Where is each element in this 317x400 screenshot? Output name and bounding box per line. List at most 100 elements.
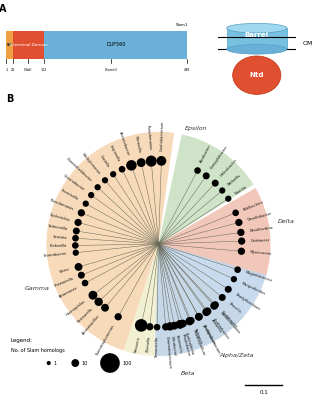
Text: Mariprofundus: Mariprofundus (241, 281, 266, 296)
Circle shape (126, 160, 137, 170)
Circle shape (238, 238, 245, 245)
Text: A: A (0, 4, 6, 14)
Circle shape (187, 317, 195, 324)
Text: SP: SP (7, 43, 13, 47)
Circle shape (157, 156, 166, 166)
Text: Nautilia: Nautilia (234, 185, 248, 196)
Text: Legend:: Legend: (10, 338, 33, 343)
Text: Bdellovibrio: Bdellovibrio (243, 200, 264, 212)
Text: Neisseria: Neisseria (133, 336, 141, 354)
Wedge shape (155, 244, 266, 356)
Text: Acinetobacter: Acinetobacter (118, 131, 130, 156)
Circle shape (146, 156, 157, 167)
Text: Beta: Beta (181, 371, 196, 376)
Circle shape (74, 219, 82, 226)
Text: 0.1: 0.1 (259, 390, 268, 394)
Text: Geobacter: Geobacter (250, 238, 270, 243)
Circle shape (231, 276, 237, 282)
Circle shape (137, 158, 146, 167)
Text: Epsilon: Epsilon (185, 126, 207, 131)
Text: Coxiella: Coxiella (99, 154, 110, 168)
Text: Actinobacillus: Actinobacillus (81, 314, 101, 335)
Text: Methylomonas: Methylomonas (81, 152, 101, 175)
Circle shape (135, 319, 147, 332)
Text: Acidiphilium: Acidiphilium (202, 324, 216, 345)
Circle shape (176, 320, 184, 329)
Text: 21: 21 (11, 68, 15, 72)
Text: Erythrobacter: Erythrobacter (211, 318, 229, 340)
Circle shape (102, 177, 108, 184)
Circle shape (232, 210, 239, 216)
Text: Azoarcus: Azoarcus (210, 318, 223, 334)
Text: Chromobacterium: Chromobacterium (165, 336, 171, 369)
Text: Slam1: Slam1 (176, 23, 188, 27)
Text: Nitrobacter: Nitrobacter (169, 336, 176, 356)
Text: Vibrio: Vibrio (59, 268, 70, 274)
Circle shape (235, 219, 243, 226)
Circle shape (212, 180, 219, 187)
Text: Barrel: Barrel (245, 32, 269, 38)
Text: Klebsiella: Klebsiella (49, 244, 67, 248)
Text: Dechloromonas: Dechloromonas (219, 311, 241, 335)
Text: Moraxella: Moraxella (133, 136, 141, 154)
Wedge shape (46, 132, 174, 351)
Text: OM: OM (302, 40, 313, 46)
Wedge shape (158, 188, 271, 279)
Text: Simonsiella: Simonsiella (154, 336, 159, 357)
Circle shape (72, 235, 79, 242)
Ellipse shape (227, 23, 287, 33)
Circle shape (202, 308, 210, 316)
Circle shape (238, 248, 245, 255)
Circle shape (82, 280, 88, 286)
Text: 102: 102 (41, 68, 47, 72)
Circle shape (194, 167, 201, 174)
Circle shape (219, 294, 226, 301)
Text: Gamma: Gamma (24, 286, 49, 291)
Circle shape (219, 187, 225, 194)
Text: Serratia: Serratia (52, 234, 67, 240)
Circle shape (225, 196, 231, 202)
Text: Campylobacter: Campylobacter (210, 145, 229, 170)
Circle shape (74, 263, 82, 271)
Circle shape (73, 228, 80, 234)
Circle shape (179, 320, 187, 328)
Circle shape (233, 56, 281, 94)
Circle shape (94, 298, 103, 306)
Text: Eikenella: Eikenella (145, 335, 151, 352)
Text: Legionella: Legionella (108, 144, 120, 162)
Text: 10: 10 (81, 360, 88, 366)
Text: N terminal Domain: N terminal Domain (9, 43, 48, 47)
Text: Burkholderia: Burkholderia (184, 332, 194, 355)
Text: (Barrel): (Barrel) (105, 68, 118, 72)
Text: Ralstonia: Ralstonia (193, 328, 203, 345)
Text: Brucella: Brucella (228, 302, 242, 314)
Circle shape (204, 307, 211, 315)
Bar (6, 31, 13, 59)
Wedge shape (158, 134, 254, 244)
Circle shape (100, 353, 120, 373)
Circle shape (83, 200, 89, 207)
Circle shape (47, 361, 51, 365)
Text: Desulfobacter: Desulfobacter (247, 212, 273, 222)
Circle shape (237, 229, 244, 236)
Text: Rhodospirillum: Rhodospirillum (191, 329, 205, 356)
Circle shape (114, 313, 122, 320)
Text: Magnetococcus: Magnetococcus (245, 270, 273, 283)
Bar (44, 31, 187, 59)
Text: Alpha/Zeta: Alpha/Zeta (219, 353, 254, 358)
Text: Pasteurella: Pasteurella (76, 307, 93, 324)
Text: 488: 488 (184, 68, 191, 72)
Text: Helicobacter: Helicobacter (220, 158, 238, 178)
Text: Enterobacter: Enterobacter (44, 252, 68, 258)
Text: Janthinobacterium: Janthinobacterium (201, 324, 221, 355)
Circle shape (101, 304, 109, 312)
Circle shape (72, 242, 79, 249)
Circle shape (195, 313, 203, 321)
Text: Myxococcus: Myxococcus (250, 250, 272, 256)
Circle shape (225, 286, 232, 293)
Circle shape (234, 266, 241, 273)
Text: Rhodobacter: Rhodobacter (181, 333, 191, 357)
Text: Pseudomonas: Pseudomonas (146, 125, 152, 151)
Text: Cardiobacterium: Cardiobacterium (160, 120, 165, 151)
Text: Bradyrhizobium: Bradyrhizobium (235, 292, 261, 311)
